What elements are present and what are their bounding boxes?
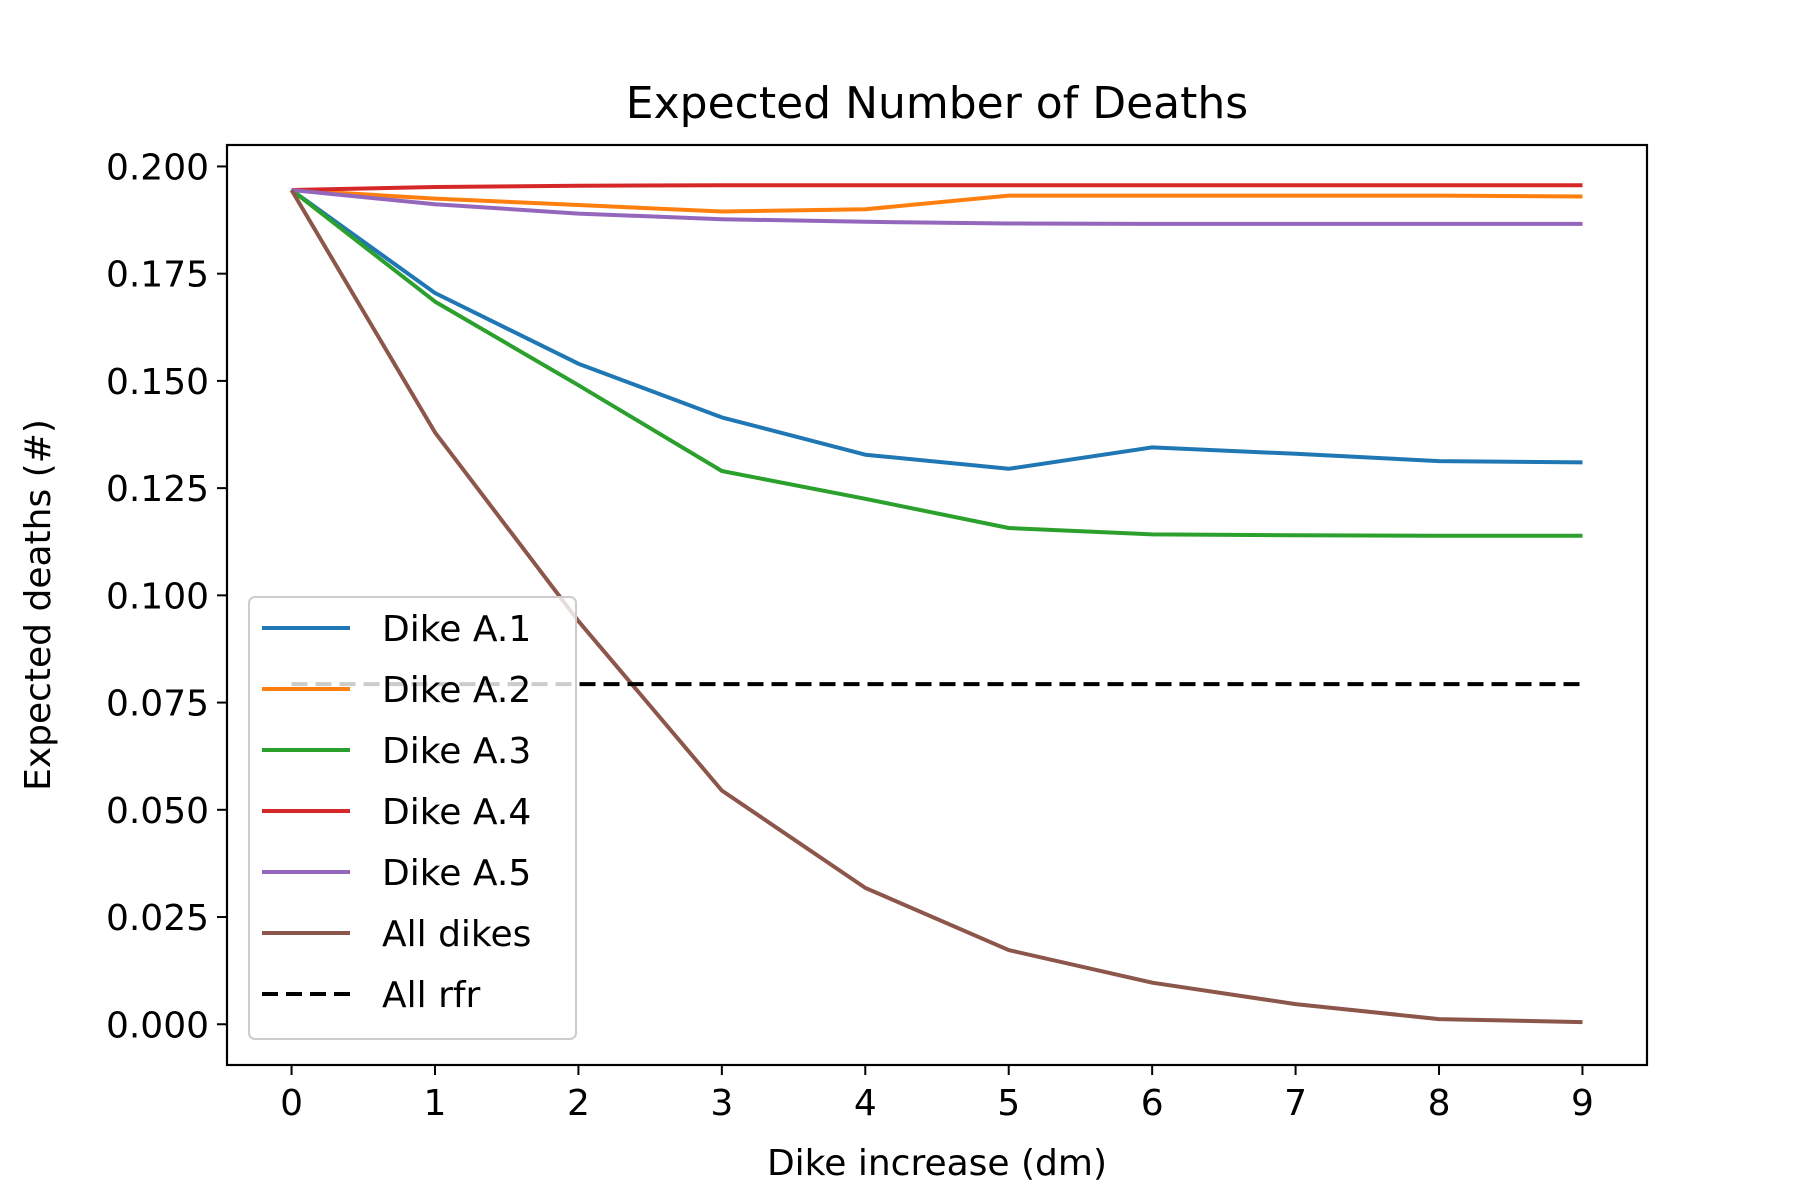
plot-frame — [225, 143, 1649, 1067]
chart-title: Expected Number of Deaths — [626, 78, 1248, 129]
series-line-dike-a-1 — [290, 188, 1583, 471]
legend-label: Dike A.1 — [382, 609, 531, 650]
x-tick-label: 9 — [1571, 1083, 1594, 1124]
legend-label: Dike A.3 — [382, 731, 531, 772]
y-tick-label: 0.025 — [106, 898, 209, 939]
y-tick-label: 0.000 — [106, 1005, 209, 1046]
y-tick-label: 0.075 — [106, 684, 209, 725]
x-tick-label: 4 — [854, 1083, 877, 1124]
series-line-all-dikes — [289, 188, 1583, 1025]
legend-label: Dike A.5 — [382, 853, 531, 894]
legend-label: Dike A.4 — [382, 792, 531, 833]
x-tick-label: 0 — [280, 1083, 303, 1124]
series-line-dike-a-4 — [291, 183, 1583, 192]
legend-label: All dikes — [382, 914, 531, 955]
x-tick-label: 6 — [1141, 1083, 1164, 1124]
y-axis-label: Expected deaths (#) — [18, 419, 59, 791]
y-tick-label: 0.150 — [106, 362, 209, 403]
y-tick-label: 0.125 — [106, 469, 209, 510]
legend-box — [248, 596, 577, 1040]
x-tick-label: 7 — [1284, 1083, 1307, 1124]
x-tick-label: 5 — [997, 1083, 1020, 1124]
series-layer — [289, 183, 1583, 1025]
legend-label: Dike A.2 — [382, 670, 531, 711]
legend-label: All rfr — [382, 975, 481, 1016]
y-tick-label: 0.200 — [106, 147, 209, 188]
x-axis: 0 1 2 3 4 5 6 7 8 9 — [280, 1065, 1594, 1124]
y-axis: 0.000 0.025 0.050 0.075 0.100 0.125 0.150 0.175… — [106, 147, 227, 1046]
series-line-dike-a-3 — [290, 188, 1583, 538]
x-tick-label: 3 — [710, 1083, 733, 1124]
x-tick-label: 8 — [1428, 1083, 1451, 1124]
y-tick-label: 0.175 — [106, 255, 209, 296]
legend: Dike A.1 Dike A.2 Dike A.3 Dike A.4 Dike A.5… — [248, 596, 577, 1040]
series-line-dike-a-5 — [291, 188, 1583, 226]
y-tick-label: 0.100 — [106, 576, 209, 617]
y-tick-label: 0.050 — [106, 791, 209, 832]
x-tick-label: 1 — [424, 1083, 447, 1124]
x-axis-label: Dike increase (dm) — [767, 1143, 1107, 1184]
series-line-dike-a-2 — [291, 188, 1583, 214]
x-tick-label: 2 — [567, 1083, 590, 1124]
